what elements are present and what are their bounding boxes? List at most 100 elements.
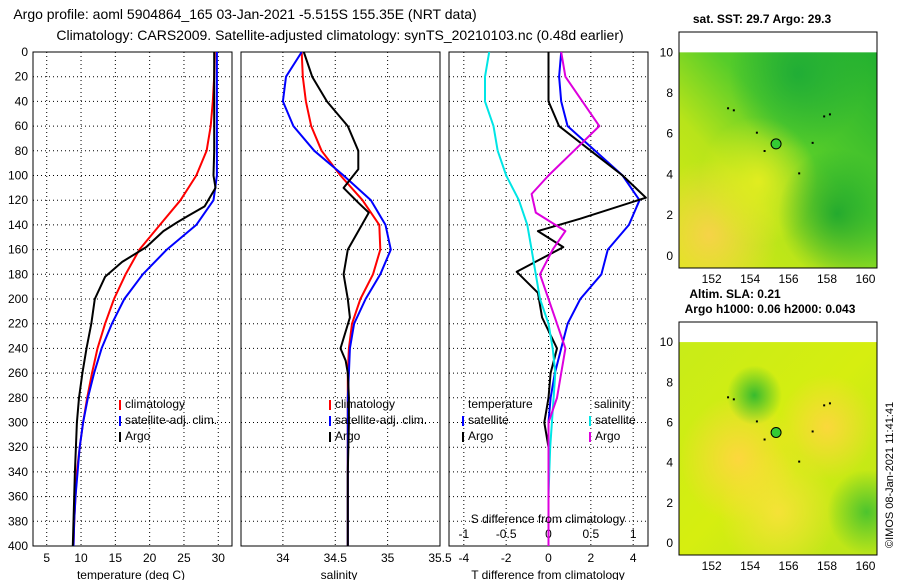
island-marker [828, 113, 831, 116]
depth-tick-label: 60 [15, 119, 29, 133]
depth-tick-label: 260 [8, 366, 28, 380]
x-tick-label: -2 [501, 551, 512, 565]
longitude-tick-label: 154 [740, 559, 760, 573]
temperature-tick-labels: 5 10 15 20 25 30 [43, 551, 225, 565]
latitude-tick-label: 4 [666, 167, 673, 181]
island-marker [811, 141, 814, 144]
latitude-tick-label: 6 [666, 127, 673, 141]
series-argo-line [302, 51, 370, 546]
latitude-tick-label: 0 [666, 249, 673, 263]
island-markers [727, 396, 831, 463]
sla-map-tick-labels: 152 154 156 158 160 0 2 4 6 8 10 [660, 335, 876, 573]
legend-label-argo: Argo [335, 429, 361, 443]
island-marker [755, 131, 758, 134]
legend-label-climatology: climatology [335, 397, 395, 411]
island-marker [798, 172, 801, 175]
depth-tick-label: 280 [8, 391, 28, 405]
series-satellite-adj-clim-line [72, 52, 218, 547]
depth-tick-label: 20 [15, 70, 29, 84]
legend-heading-temperature: temperature [468, 397, 533, 411]
longitude-tick-label: 160 [855, 559, 875, 573]
sla-green-patch [679, 342, 877, 555]
argo-location-marker [770, 426, 782, 438]
island-marker [732, 109, 735, 112]
salinity-axis-label: salinity [321, 568, 358, 580]
longitude-tick-label: 160 [855, 272, 875, 286]
x-tick-label: 0 [545, 551, 552, 565]
sla-field [679, 342, 877, 555]
depth-tick-label: 320 [8, 440, 28, 454]
x-tick-label: 10 [74, 551, 88, 565]
sst-map: sat. SST: 29.7 Argo: 29.3 152 154 156 158 16… [660, 12, 878, 286]
sst-field [679, 52, 877, 268]
latitude-tick-label: 8 [666, 86, 673, 100]
depth-tick-labels: 0 20 40 60 80 100 120 140 160 180 200 220 240 260 280 3… [8, 45, 28, 553]
island-marker [727, 107, 730, 110]
island-marker [763, 150, 766, 152]
x-tick-label: 20 [143, 551, 157, 565]
longitude-tick-label: 156 [779, 559, 799, 573]
island-marker [828, 402, 831, 405]
latitude-tick-label: 10 [660, 45, 674, 59]
sst-cool-patch [679, 52, 877, 268]
x-tick-label: 34 [276, 551, 290, 565]
t-difference-axis-label: T difference from climatology [471, 568, 625, 580]
depth-tick-label: 340 [8, 465, 28, 479]
sla-map-title-line2: Argo h1000: 0.06 h2000: 0.043 [685, 302, 856, 316]
depth-tick-label: 300 [8, 416, 28, 430]
longitude-tick-label: 156 [779, 272, 799, 286]
legend-label-t-argo: Argo [468, 429, 494, 443]
sst-map-tick-labels: 152 154 156 158 160 0 2 4 6 8 10 [660, 45, 876, 286]
sst-map-title: sat. SST: 29.7 Argo: 29.3 [693, 12, 832, 26]
legend-label-s-satellite: satellite [595, 413, 636, 427]
latitude-tick-label: 0 [666, 536, 673, 550]
imos-credit: ©IMOS 08-Jan-2021 11:41:41 [884, 402, 896, 548]
longitude-tick-label: 158 [817, 559, 837, 573]
temperature-plot-frame [32, 51, 233, 547]
legend-label-climatology: climatology [125, 397, 185, 411]
latitude-tick-label: 10 [660, 335, 674, 349]
island-marker [727, 396, 730, 399]
depth-tick-label: 160 [8, 243, 28, 257]
longitude-tick-label: 152 [702, 272, 722, 286]
island-marker [798, 460, 801, 463]
legend-label-s-argo: Argo [595, 429, 621, 443]
header-title-line2: Climatology: CARS2009. Satellite-adjuste… [56, 27, 623, 43]
series-s-satellite-line [484, 51, 557, 546]
salinity-tick-labels: 34 34.5 35 35.5 [276, 551, 452, 565]
latitude-tick-label: 8 [666, 375, 673, 389]
difference-legend: temperature satellite Argo salinity sate… [462, 397, 636, 443]
legend-heading-salinity: salinity [594, 397, 631, 411]
x-tick-label: 15 [109, 551, 123, 565]
s-difference-tick-label: 0.5 [582, 527, 599, 541]
island-marker [732, 398, 735, 401]
latitude-tick-label: 6 [666, 415, 673, 429]
salinity-panel: 34 34.5 35 35.5 salinity climatology satell… [240, 51, 452, 580]
series-argo-line [71, 52, 217, 547]
depth-tick-label: 360 [8, 490, 28, 504]
island-markers [727, 107, 831, 175]
s-difference-tick-label: 1 [630, 527, 637, 541]
x-tick-label: 35 [381, 551, 395, 565]
island-marker [823, 115, 826, 118]
depth-tick-label: 40 [15, 94, 29, 108]
island-marker [811, 430, 814, 433]
x-tick-label: 5 [43, 551, 50, 565]
legend-label-argo: Argo [125, 429, 151, 443]
depth-tick-label: 120 [8, 193, 28, 207]
temperature-legend: climatology satellite-adj. clim. Argo [119, 397, 217, 443]
s-difference-axis-label: S difference from climatology [471, 512, 626, 526]
x-tick-label: -4 [458, 551, 469, 565]
legend-label-satellite-adj: satellite-adj. clim. [335, 413, 427, 427]
depth-tick-label: 380 [8, 514, 28, 528]
s-difference-tick-label: -1 [458, 527, 469, 541]
longitude-tick-label: 152 [702, 559, 722, 573]
argo-location-marker [770, 138, 782, 150]
temperature-axis-label: temperature (deg C) [77, 568, 185, 580]
sla-map-title-line1: Altim. SLA: 0.21 [689, 287, 781, 301]
header-title-line1: Argo profile: aoml 5904864_165 03-Jan-20… [13, 6, 476, 22]
depth-tick-label: 220 [8, 317, 28, 331]
depth-tick-label: 180 [8, 267, 28, 281]
sla-map: Altim. SLA: 0.21 Argo h1000: 0.06 h2000:… [660, 287, 878, 573]
